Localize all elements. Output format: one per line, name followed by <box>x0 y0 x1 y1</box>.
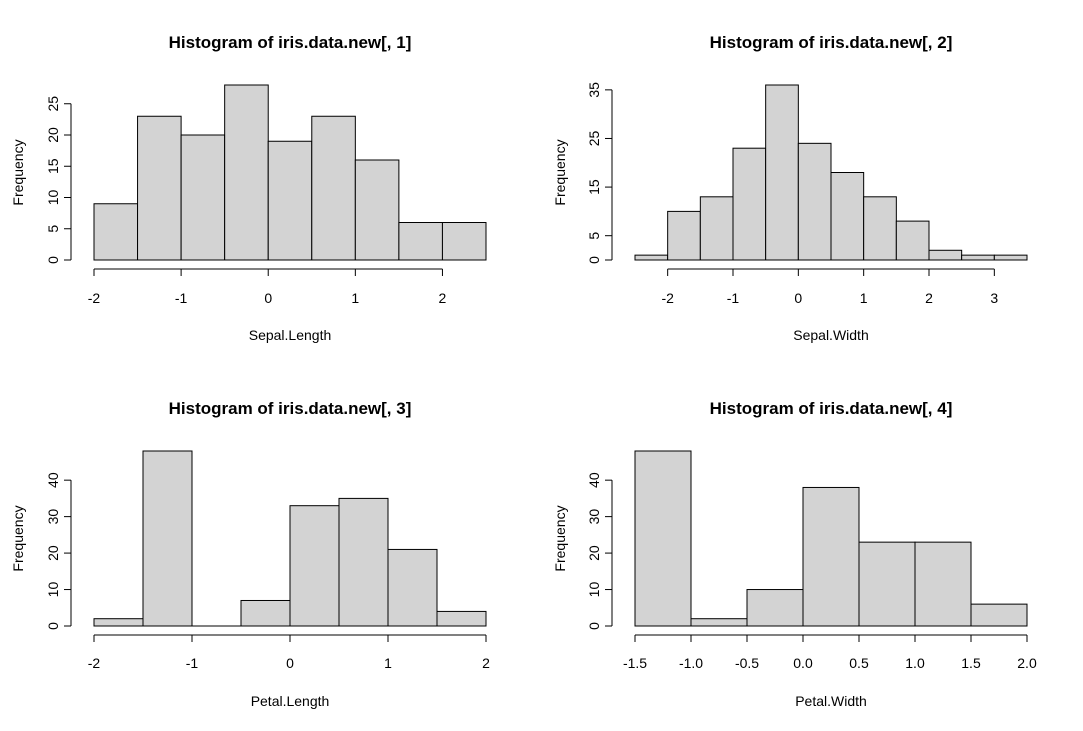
histogram-panel-4: Histogram of iris.data.new[, 4] -1.5 -1.0 -… <box>552 399 1037 709</box>
histogram-bar <box>993 254 1028 261</box>
histogram-bar <box>765 84 799 261</box>
histogram-bar <box>970 603 1028 627</box>
histogram-bar <box>746 589 804 627</box>
histogram-bar <box>338 497 389 627</box>
y-tick-label: 10 <box>45 582 61 598</box>
x-tick-label: -1.5 <box>623 655 647 671</box>
x-tick-label: 0 <box>264 290 272 306</box>
y-axis-label: Frequency <box>552 505 568 571</box>
y-tick-label: 10 <box>586 582 602 598</box>
histogram-bar <box>354 159 400 261</box>
y-tick-label: 0 <box>45 256 61 264</box>
histogram-bar <box>928 249 963 261</box>
y-tick-label: 0 <box>45 622 61 630</box>
histogram-bar <box>267 140 313 261</box>
x-tick-label: 3 <box>990 290 998 306</box>
histogram-bar <box>667 210 701 261</box>
x-tick-label: -1 <box>175 290 188 306</box>
x-tick-label: 2 <box>925 290 933 306</box>
x-tick-label: -2 <box>88 290 101 306</box>
x-tick-label: 1.5 <box>961 655 981 671</box>
x-tick-label: -2 <box>661 290 674 306</box>
histogram-panel-2: Histogram of iris.data.new[, 2] -2 -1 0 1 2 3 0… <box>552 33 1028 343</box>
x-tick-label: 0.0 <box>793 655 813 671</box>
y-tick-label: 40 <box>586 472 602 488</box>
x-tick-label: -2 <box>88 655 101 671</box>
y-tick-label: 0 <box>586 256 602 264</box>
histogram-bar <box>137 115 182 261</box>
y-axis-label: Frequency <box>10 139 26 205</box>
histogram-bar <box>93 203 139 261</box>
histogram-bar <box>863 196 897 261</box>
histogram-bar <box>802 486 860 627</box>
x-tick-label: 2 <box>482 655 490 671</box>
x-axis-label: Petal.Width <box>795 693 867 709</box>
chart-title: Histogram of iris.data.new[, 3] <box>169 399 412 418</box>
x-tick-label: -1 <box>727 290 740 306</box>
histogram-bar <box>634 254 669 261</box>
chart-title: Histogram of iris.data.new[, 1] <box>169 33 412 52</box>
histogram-bar <box>180 134 226 261</box>
y-tick-label: 0 <box>586 622 602 630</box>
histogram-bar <box>224 84 269 261</box>
x-tick-label: 1 <box>860 290 868 306</box>
x-tick-label: 0 <box>794 290 802 306</box>
histogram-bar <box>240 599 291 627</box>
x-tick-label: -0.5 <box>735 655 759 671</box>
histogram-bar <box>289 505 340 627</box>
histogram-bar <box>858 541 916 627</box>
histogram-bar <box>797 142 832 261</box>
histogram-bar <box>634 450 692 627</box>
y-tick-label: 40 <box>45 472 61 488</box>
histogram-bar <box>93 618 144 627</box>
histogram-bar <box>732 147 767 261</box>
x-tick-label: 1 <box>351 290 359 306</box>
y-axis-label: Frequency <box>552 139 568 205</box>
y-tick-label: 20 <box>45 545 61 561</box>
histogram-bar <box>311 115 356 261</box>
x-tick-label: 0 <box>286 655 294 671</box>
x-axis-label: Petal.Length <box>251 693 330 709</box>
y-tick-label: 35 <box>586 82 602 98</box>
x-tick-label: 1 <box>384 655 392 671</box>
y-tick-label: 10 <box>45 190 61 206</box>
y-tick-label: 5 <box>586 232 602 240</box>
histogram-bar <box>830 172 865 261</box>
x-tick-label: 0.5 <box>849 655 869 671</box>
histogram-bar <box>387 548 438 627</box>
chart-title: Histogram of iris.data.new[, 2] <box>710 33 953 52</box>
histogram-panel-3: Histogram of iris.data.new[, 3]-2 -1 0 1 201… <box>10 399 490 709</box>
y-tick-label: 15 <box>45 158 61 174</box>
histogram-panel-1: Histogram of iris.data.new[, 1]-2 -1 0 1 205… <box>10 33 487 343</box>
histogram-bar <box>699 196 734 261</box>
histogram-bar <box>398 222 443 261</box>
x-tick-label: -1 <box>186 655 199 671</box>
histogram-bar <box>961 254 995 261</box>
histogram-bar <box>142 450 193 627</box>
x-axis-label: Sepal.Length <box>249 327 332 343</box>
y-tick-label: 5 <box>45 225 61 233</box>
histogram-bar <box>914 541 972 627</box>
y-tick-label: 15 <box>586 179 602 195</box>
histogram-bar <box>895 220 930 261</box>
histogram-bar <box>441 222 487 261</box>
histogram-bar <box>690 618 748 627</box>
chart-title: Histogram of iris.data.new[, 4] <box>710 399 953 418</box>
y-tick-label: 30 <box>45 509 61 525</box>
x-axis-label: Sepal.Width <box>793 327 868 343</box>
y-axis-label: Frequency <box>10 505 26 571</box>
x-tick-label: -1.0 <box>679 655 703 671</box>
x-tick-label: 2.0 <box>1017 655 1037 671</box>
x-tick-label: 1.0 <box>905 655 925 671</box>
y-tick-label: 25 <box>586 130 602 146</box>
y-tick-label: 30 <box>586 509 602 525</box>
x-tick-label: 2 <box>439 290 447 306</box>
histogram-bar <box>436 610 487 627</box>
y-tick-label: 20 <box>45 127 61 143</box>
y-tick-label: 20 <box>586 545 602 561</box>
y-tick-label: 25 <box>45 96 61 112</box>
